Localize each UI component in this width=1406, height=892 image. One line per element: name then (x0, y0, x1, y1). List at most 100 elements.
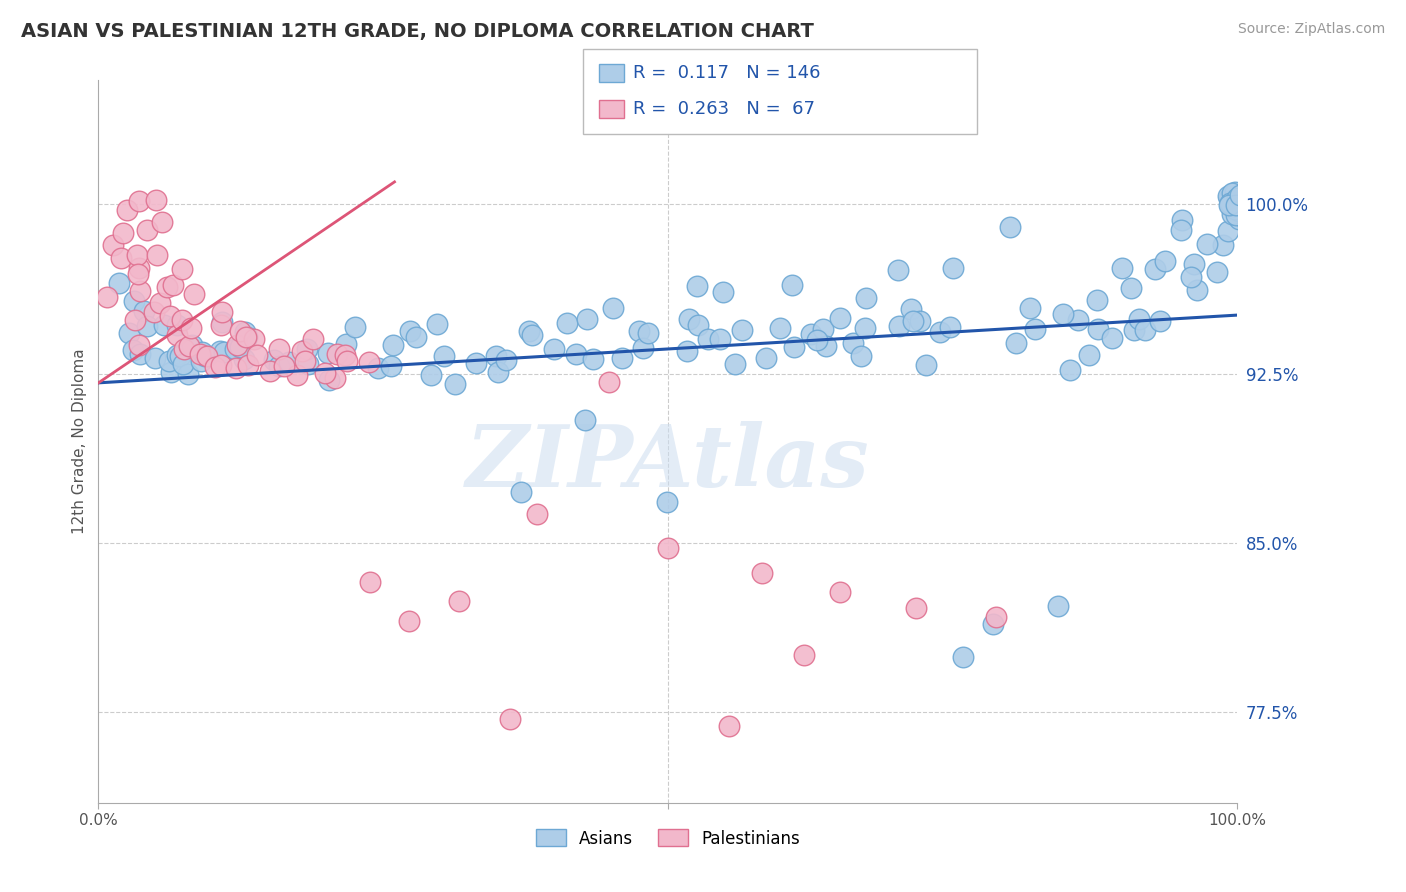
Point (1052, 307, 1074, 321)
Point (900, 302, 922, 317)
Point (382, 338, 405, 352)
Point (800, 326, 823, 341)
Point (1085, 293, 1108, 307)
Point (1227, 211, 1250, 226)
Point (495, 353, 517, 368)
Point (380, 359, 402, 374)
Point (1024, 321, 1046, 335)
Point (153, 318, 176, 333)
Point (194, 349, 217, 363)
Point (697, 332, 720, 346)
Point (830, 311, 852, 326)
Point (128, 338, 150, 352)
Point (297, 342, 319, 356)
Point (367, 360, 389, 375)
Point (830, 585, 852, 599)
Point (180, 321, 202, 335)
Point (610, 351, 633, 366)
Point (633, 341, 655, 355)
Point (166, 348, 188, 362)
Text: ZIPAtlas: ZIPAtlas (465, 421, 870, 505)
Point (1229, 188, 1251, 202)
Point (1205, 265, 1227, 279)
Point (228, 324, 250, 338)
Point (842, 336, 865, 351)
Point (335, 336, 357, 351)
Point (177, 338, 200, 352)
Point (159, 309, 181, 323)
Point (359, 354, 381, 368)
Point (755, 351, 778, 366)
Point (1195, 236, 1218, 251)
Point (575, 311, 598, 326)
Point (112, 227, 135, 241)
Point (214, 345, 236, 359)
Point (724, 357, 747, 371)
Point (855, 291, 877, 305)
Text: R =  0.263   N =  67: R = 0.263 N = 67 (633, 100, 814, 118)
Text: Source: ZipAtlas.com: Source: ZipAtlas.com (1237, 22, 1385, 37)
Point (1170, 223, 1192, 237)
Point (657, 541, 679, 556)
Point (238, 359, 260, 373)
Point (1226, 191, 1249, 205)
Point (285, 368, 308, 382)
Point (191, 344, 214, 359)
Point (676, 343, 699, 358)
Point (169, 349, 191, 363)
Point (117, 202, 139, 217)
Point (1218, 188, 1240, 202)
Point (129, 284, 152, 298)
Point (1087, 322, 1109, 336)
Point (226, 338, 249, 352)
Point (1220, 197, 1243, 211)
Point (711, 285, 734, 300)
Point (1149, 314, 1171, 328)
Point (565, 347, 588, 361)
Point (751, 566, 773, 580)
Point (146, 248, 169, 262)
Point (323, 371, 346, 385)
Point (1223, 192, 1246, 206)
Point (110, 252, 132, 266)
Point (1229, 190, 1251, 204)
Point (1218, 198, 1240, 212)
Point (1223, 202, 1246, 216)
Point (135, 223, 157, 237)
Point (398, 615, 420, 629)
Point (1059, 363, 1081, 377)
Point (1111, 261, 1133, 276)
Point (195, 349, 218, 363)
Point (125, 248, 148, 262)
Point (485, 349, 508, 363)
Point (181, 338, 204, 352)
Point (1230, 210, 1253, 224)
Point (984, 609, 1007, 624)
Point (598, 376, 620, 390)
Point (108, 276, 131, 290)
Point (235, 330, 257, 344)
Point (127, 268, 149, 282)
Point (793, 648, 815, 662)
Text: R =  0.117   N = 146: R = 0.117 N = 146 (633, 64, 820, 82)
Point (1133, 323, 1156, 337)
Point (901, 314, 924, 328)
Point (398, 324, 420, 338)
Point (1185, 283, 1208, 297)
Point (243, 332, 266, 346)
Point (678, 311, 700, 326)
Point (1220, 197, 1243, 211)
Point (1171, 213, 1194, 227)
Point (555, 316, 578, 330)
Point (1101, 331, 1123, 345)
Point (336, 354, 359, 368)
Point (433, 349, 456, 363)
Point (96, 290, 118, 304)
Point (273, 359, 295, 374)
Point (132, 303, 155, 318)
Point (188, 346, 211, 360)
Point (998, 220, 1021, 235)
Point (426, 318, 449, 332)
Point (686, 279, 709, 293)
Legend: Asians, Palestinians: Asians, Palestinians (527, 821, 808, 856)
